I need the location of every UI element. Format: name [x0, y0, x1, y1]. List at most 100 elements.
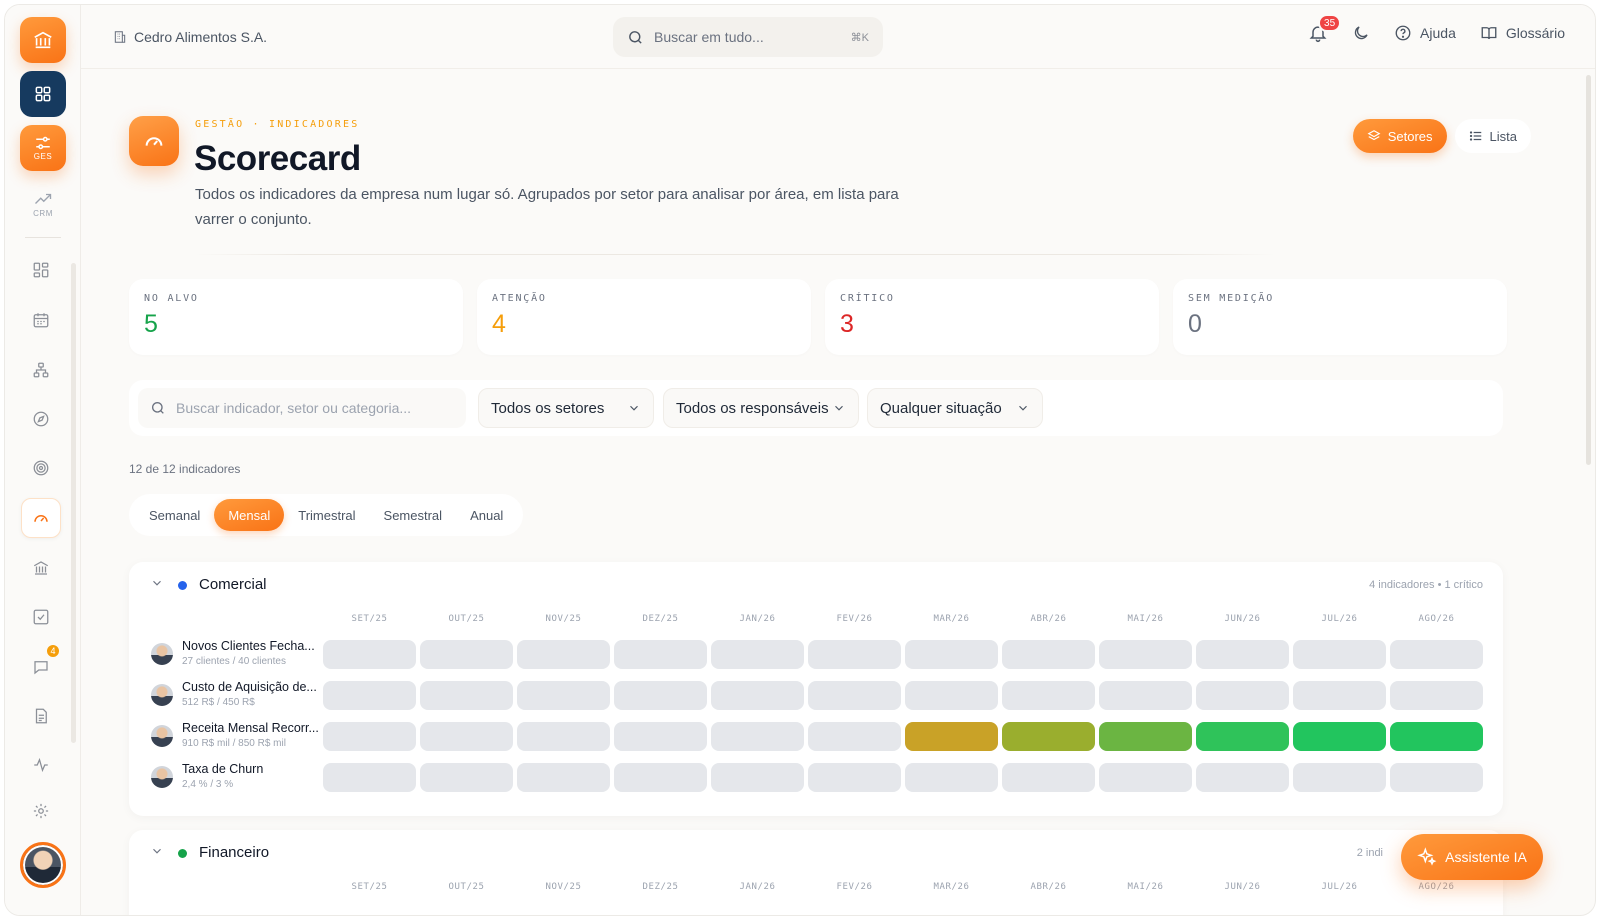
theme-toggle-button[interactable]	[1352, 24, 1370, 42]
tab-semestral[interactable]: Semestral	[383, 507, 443, 523]
month-cell[interactable]	[614, 640, 707, 669]
month-cell[interactable]	[420, 763, 513, 792]
month-cell[interactable]	[517, 722, 610, 751]
sector-header[interactable]: Comercial 4 indicadores • 1 crítico	[129, 562, 1503, 608]
nav-tasks-check-icon[interactable]	[21, 597, 61, 637]
month-cell[interactable]	[1002, 722, 1095, 751]
month-cell[interactable]	[711, 681, 804, 710]
company-name: Cedro Alimentos S.A.	[134, 29, 268, 45]
view-sectors-button[interactable]: Setores	[1352, 119, 1447, 153]
month-cell[interactable]	[323, 681, 416, 710]
month-cell[interactable]	[905, 681, 998, 710]
month-cell[interactable]	[1099, 763, 1192, 792]
month-cell[interactable]	[1099, 681, 1192, 710]
month-cell[interactable]	[323, 763, 416, 792]
month-cell[interactable]	[614, 681, 707, 710]
owner-avatar	[151, 766, 173, 788]
month-label: OUT/25	[448, 882, 485, 892]
month-cell[interactable]	[1293, 681, 1386, 710]
month-cell[interactable]	[1293, 763, 1386, 792]
chevron-down-icon[interactable]	[150, 576, 164, 590]
nav-compass-icon[interactable]	[21, 399, 61, 439]
indicator-row[interactable]: Taxa de Churn 2,4 % / 3 %	[151, 760, 1483, 796]
month-cell[interactable]	[517, 681, 610, 710]
help-button[interactable]: Ajuda	[1394, 24, 1456, 42]
nav-chat-icon[interactable]: 4	[21, 643, 61, 687]
month-cell[interactable]	[905, 763, 998, 792]
indicator-row[interactable]: Receita Mensal Recorr... 910 R$ mil / 85…	[151, 719, 1483, 755]
nav-activity-icon[interactable]	[21, 745, 61, 785]
month-cell[interactable]	[323, 722, 416, 751]
month-cell[interactable]	[808, 681, 901, 710]
month-cell[interactable]	[517, 763, 610, 792]
user-avatar[interactable]	[20, 842, 66, 888]
month-cell[interactable]	[420, 722, 513, 751]
month-cell[interactable]	[808, 640, 901, 669]
sector-select[interactable]: Todos os setores	[478, 388, 654, 428]
month-cell[interactable]	[1002, 640, 1095, 669]
rail-scrollbar[interactable]	[71, 263, 76, 743]
month-cell[interactable]	[420, 640, 513, 669]
nav-scorecard-gauge-icon[interactable]	[21, 498, 61, 538]
month-cell[interactable]	[517, 640, 610, 669]
month-cell[interactable]	[1002, 763, 1095, 792]
month-cell[interactable]	[1196, 681, 1289, 710]
indicator-row[interactable]: Novos Clientes Fecha... 27 clientes / 40…	[151, 637, 1483, 673]
tab-semanal[interactable]: Semanal	[149, 507, 201, 523]
glossary-button[interactable]: Glossário	[1480, 24, 1565, 42]
company-switcher[interactable]: Cedro Alimentos S.A.	[113, 29, 267, 45]
bank-logo-icon[interactable]	[20, 17, 66, 63]
month-cell[interactable]	[1099, 640, 1192, 669]
chevron-down-icon[interactable]	[150, 844, 164, 858]
month-cell[interactable]	[1099, 722, 1192, 751]
month-cell[interactable]	[711, 763, 804, 792]
month-cell[interactable]	[1002, 681, 1095, 710]
app-ges[interactable]: GES	[20, 125, 66, 171]
month-cell[interactable]	[905, 640, 998, 669]
page-scrollbar[interactable]	[1586, 75, 1591, 465]
month-cell[interactable]	[905, 722, 998, 751]
month-cell[interactable]	[711, 640, 804, 669]
month-cell[interactable]	[1390, 681, 1483, 710]
view-list-button[interactable]: Lista	[1454, 119, 1531, 153]
app-crm[interactable]: CRM	[20, 187, 66, 223]
month-cell[interactable]	[1390, 640, 1483, 669]
nav-bank-icon[interactable]	[21, 548, 61, 588]
tab-mensal[interactable]: Mensal	[214, 499, 285, 531]
owner-select[interactable]: Todos os responsáveis	[663, 388, 859, 428]
stat-value: 0	[1188, 310, 1202, 338]
nav-calendar-icon[interactable]	[21, 300, 61, 340]
status-summary: NO ALVO 5 ATENÇÃO 4 CRÍTICO 3 SEM MEDIÇÃ…	[129, 279, 1507, 355]
month-cell[interactable]	[1196, 763, 1289, 792]
nav-org-chart-icon[interactable]	[21, 350, 61, 390]
month-cell[interactable]	[323, 640, 416, 669]
nav-document-icon[interactable]	[21, 696, 61, 736]
month-cell[interactable]	[1196, 640, 1289, 669]
month-cell[interactable]	[420, 681, 513, 710]
month-cell[interactable]	[1390, 763, 1483, 792]
month-cell[interactable]	[614, 763, 707, 792]
status-select[interactable]: Qualquer situação	[867, 388, 1043, 428]
notifications-button[interactable]: 35	[1308, 14, 1342, 43]
nav-target-icon[interactable]	[21, 448, 61, 488]
month-cell[interactable]	[1293, 640, 1386, 669]
month-cell[interactable]	[808, 722, 901, 751]
month-cell[interactable]	[1196, 722, 1289, 751]
global-search-input[interactable]: Buscar em tudo... ⌘K	[613, 17, 883, 57]
month-cell[interactable]	[808, 763, 901, 792]
month-cell[interactable]	[711, 722, 804, 751]
tab-trimestral[interactable]: Trimestral	[298, 507, 356, 523]
month-cell[interactable]	[1390, 722, 1483, 751]
indicator-search-input[interactable]: Buscar indicador, setor ou categoria...	[138, 388, 466, 428]
month-cell[interactable]	[614, 722, 707, 751]
sector-meta: 2 indi	[1356, 847, 1383, 859]
tab-anual[interactable]: Anual	[470, 507, 504, 523]
indicator-row[interactable]: Custo de Aquisição de... 512 R$ / 450 R$	[151, 678, 1483, 714]
month-cell[interactable]	[1293, 722, 1386, 751]
month-label: AGO/26	[1418, 614, 1455, 624]
sector-header[interactable]: Financeiro 2 indi	[129, 830, 1503, 876]
nav-dashboard-icon[interactable]	[21, 250, 61, 290]
nav-settings-gear-icon[interactable]	[21, 791, 61, 831]
ai-assistant-button[interactable]: Assistente IA	[1401, 834, 1543, 880]
apps-grid-icon[interactable]	[20, 71, 66, 117]
